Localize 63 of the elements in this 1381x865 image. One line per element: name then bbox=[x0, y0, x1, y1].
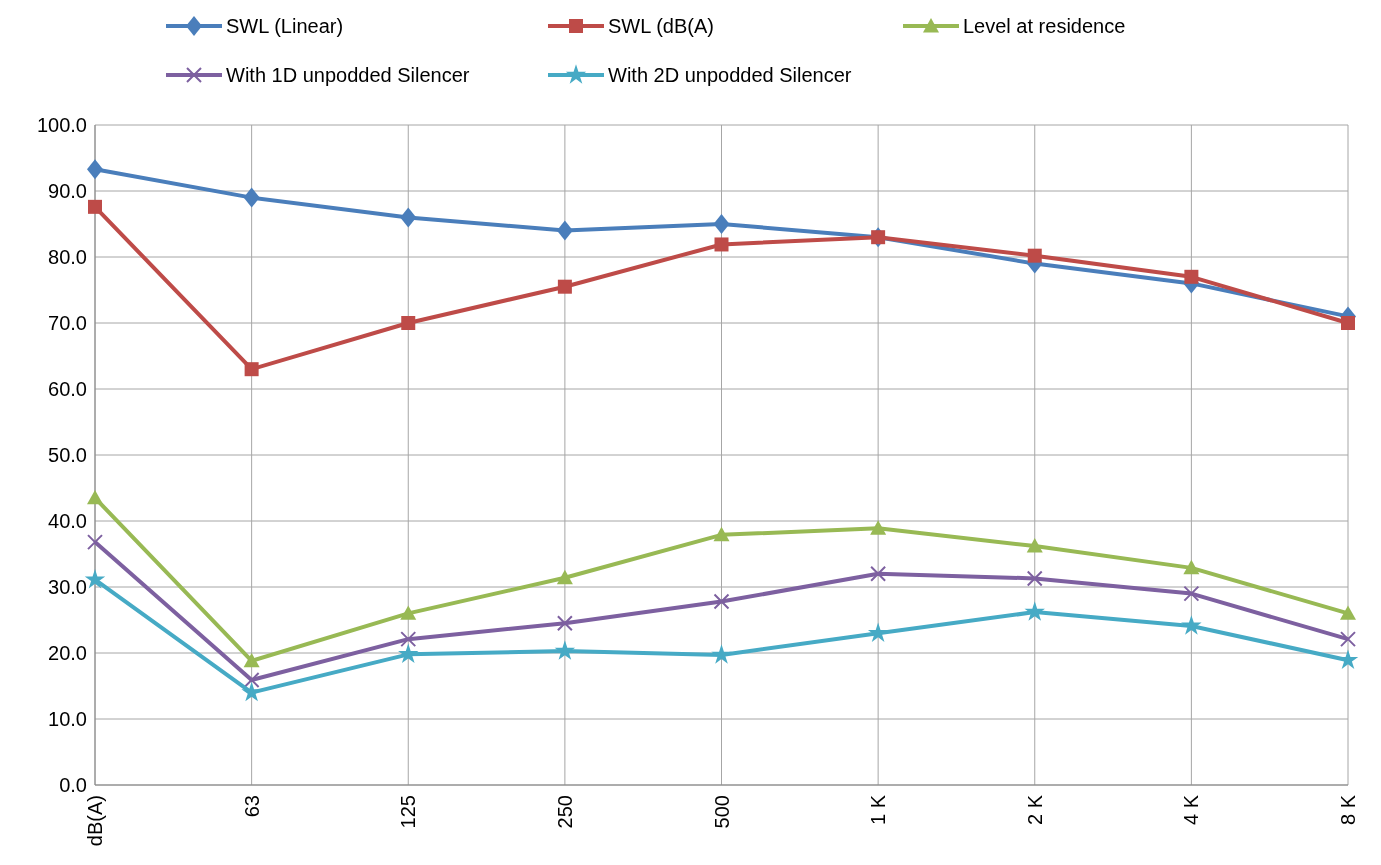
y-tick-label: 10.0 bbox=[48, 708, 87, 730]
point bbox=[1340, 631, 1356, 648]
point bbox=[1183, 585, 1200, 602]
x-tick-label: 250 bbox=[553, 795, 576, 829]
point bbox=[1181, 615, 1202, 635]
x-tick-label: dB(A) bbox=[84, 795, 106, 847]
point bbox=[87, 489, 103, 505]
point bbox=[243, 672, 260, 689]
point bbox=[713, 526, 730, 542]
point bbox=[1026, 570, 1043, 587]
y-tick-label: 0.0 bbox=[59, 774, 87, 796]
point bbox=[1024, 601, 1045, 621]
point bbox=[401, 316, 416, 330]
point bbox=[1184, 269, 1199, 284]
y-tick-label: 30.0 bbox=[48, 576, 87, 598]
x-tick-label: 500 bbox=[710, 795, 733, 829]
y-tick-label: 60.0 bbox=[48, 378, 87, 400]
x-tick-label: 4 K bbox=[1180, 794, 1203, 826]
point bbox=[1341, 316, 1355, 330]
point bbox=[556, 615, 573, 632]
y-tick-label: 90.0 bbox=[48, 180, 87, 202]
point bbox=[556, 569, 573, 585]
legend-label: With 1D unpodded Silencer bbox=[226, 64, 470, 86]
legend-label: Level at residence bbox=[963, 15, 1126, 37]
point bbox=[244, 362, 259, 377]
point bbox=[88, 199, 102, 214]
legend-label: SWL (dB(A) bbox=[608, 15, 714, 37]
point bbox=[713, 593, 730, 610]
point bbox=[556, 220, 573, 241]
point bbox=[398, 643, 419, 664]
point bbox=[400, 605, 417, 620]
x-tick-label: 125 bbox=[397, 795, 420, 829]
x-tick-label: 8 K bbox=[1337, 794, 1359, 826]
legend-label: With 2D unpodded Silencer bbox=[608, 64, 852, 86]
point bbox=[711, 644, 732, 664]
point bbox=[870, 565, 887, 582]
point bbox=[243, 652, 260, 668]
point bbox=[1027, 248, 1042, 263]
point bbox=[1340, 605, 1356, 620]
point bbox=[867, 622, 889, 642]
x-tick-label: 63 bbox=[240, 795, 263, 818]
point bbox=[713, 214, 730, 234]
point bbox=[87, 534, 103, 551]
y-tick-label: 20.0 bbox=[48, 642, 87, 664]
point bbox=[84, 568, 106, 589]
y-tick-label: 40.0 bbox=[48, 510, 87, 532]
y-tick-label: 70.0 bbox=[48, 312, 87, 334]
point bbox=[243, 187, 260, 208]
legend-label: SWL (Linear) bbox=[226, 15, 344, 37]
point bbox=[1183, 559, 1200, 575]
point bbox=[557, 279, 572, 294]
x-tick-label: 1 K bbox=[867, 794, 890, 826]
point bbox=[87, 159, 103, 180]
point bbox=[400, 207, 417, 228]
point bbox=[400, 631, 417, 648]
point bbox=[714, 237, 729, 252]
point bbox=[870, 520, 887, 535]
y-tick-label: 100.0 bbox=[36, 114, 87, 136]
point bbox=[1026, 538, 1043, 553]
x-tick-label: 2 K bbox=[1023, 794, 1046, 826]
point bbox=[554, 640, 576, 660]
y-tick-label: 50.0 bbox=[48, 444, 87, 466]
y-tick-label: 80.0 bbox=[48, 246, 87, 268]
